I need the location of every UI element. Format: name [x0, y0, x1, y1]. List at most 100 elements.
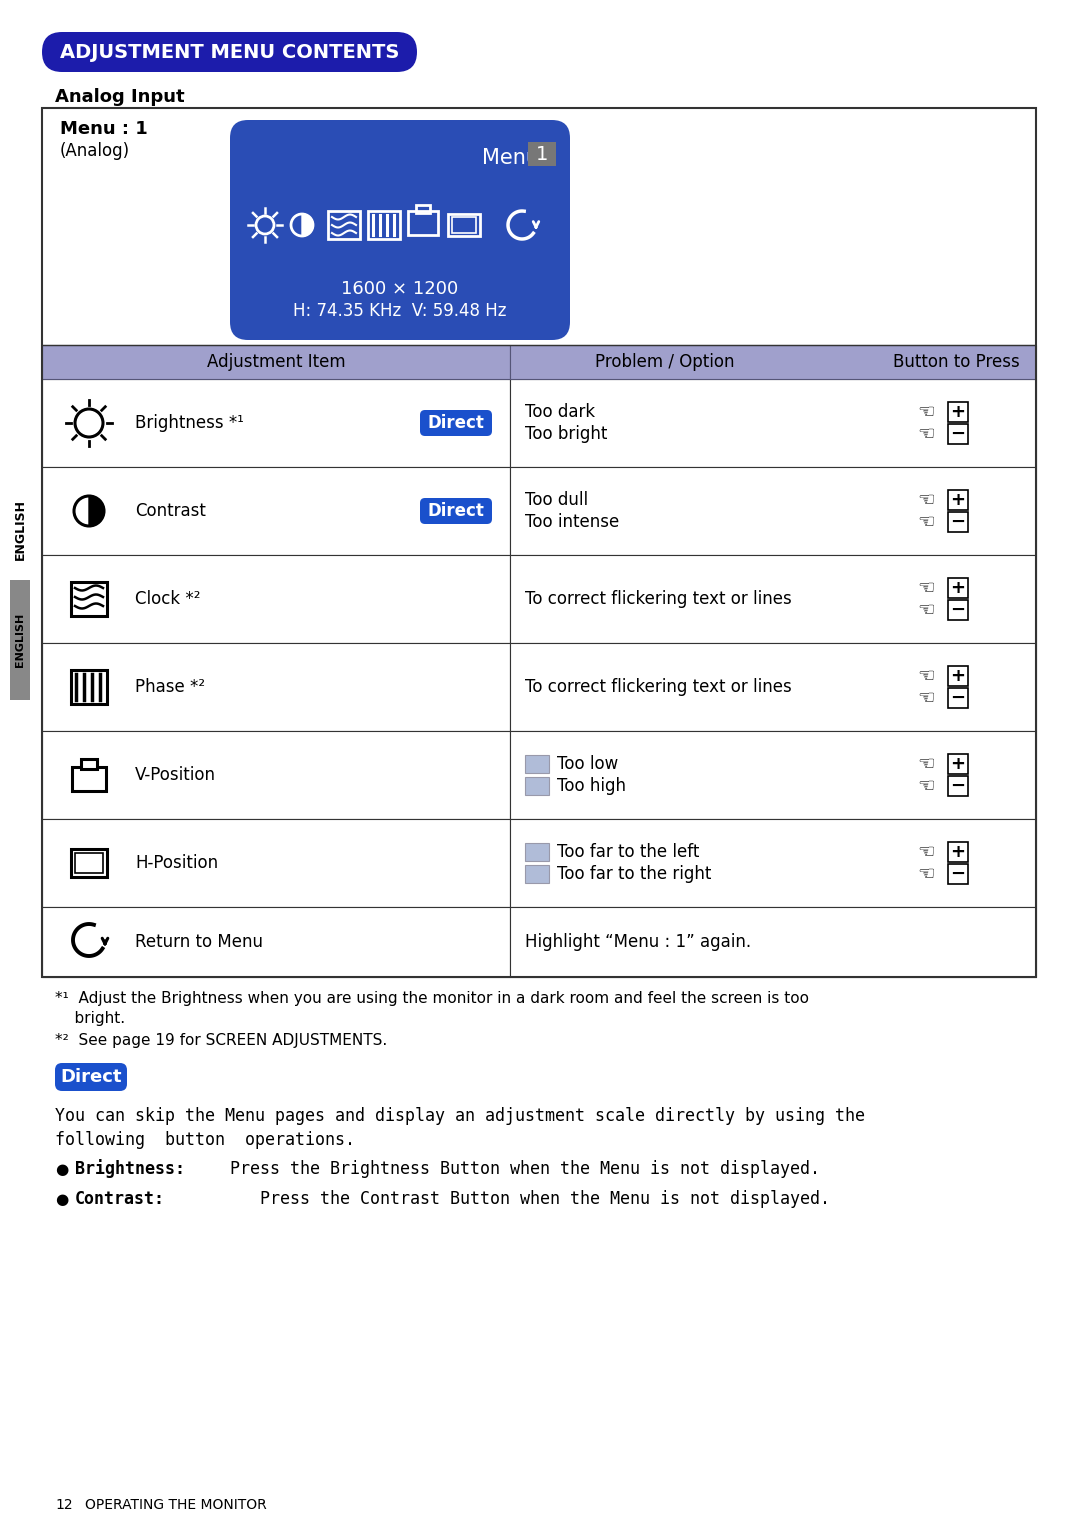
Text: +: +	[950, 403, 966, 422]
Text: H: 74.35 KHz  V: 59.48 Hz: H: 74.35 KHz V: 59.48 Hz	[294, 303, 507, 319]
Text: You can skip the Menu pages and display an adjustment scale directly by using th: You can skip the Menu pages and display …	[55, 1106, 865, 1125]
Bar	[948, 402, 968, 422]
Bar	[416, 205, 430, 212]
Text: ENGLISH: ENGLISH	[13, 500, 27, 559]
Text: −: −	[950, 513, 966, 532]
Text: Direct: Direct	[428, 414, 485, 432]
Text: Button to Press: Button to Press	[893, 353, 1020, 371]
Bar	[510, 819, 1036, 908]
Text: Press the Brightness Button when the Menu is not displayed.: Press the Brightness Button when the Men…	[200, 1160, 820, 1178]
Text: Too far to the left: Too far to the left	[557, 843, 700, 860]
Text: Brightness *¹: Brightness *¹	[135, 414, 244, 432]
Bar	[510, 468, 1036, 555]
FancyBboxPatch shape	[42, 32, 417, 72]
Text: Contrast: Contrast	[135, 503, 206, 520]
Text: +: +	[950, 579, 966, 597]
FancyBboxPatch shape	[230, 121, 570, 341]
Bar	[510, 555, 1036, 643]
Bar	[42, 108, 1036, 976]
Text: ☜: ☜	[917, 755, 935, 773]
Bar	[368, 211, 400, 238]
Text: Brightness:: Brightness:	[75, 1160, 185, 1178]
Text: ☜: ☜	[917, 842, 935, 862]
Bar	[408, 211, 438, 235]
Text: ☜: ☜	[917, 865, 935, 883]
Bar	[948, 512, 968, 532]
Bar	[948, 842, 968, 862]
Text: Press the Contrast Button when the Menu is not displayed.: Press the Contrast Button when the Menu …	[200, 1190, 831, 1209]
Bar	[948, 666, 968, 686]
Bar	[528, 142, 556, 167]
Bar	[10, 581, 30, 700]
Bar	[948, 423, 968, 445]
Bar	[948, 776, 968, 796]
FancyBboxPatch shape	[55, 1063, 127, 1091]
Text: ☜: ☜	[917, 666, 935, 686]
Bar	[42, 908, 510, 976]
Text: Too bright: Too bright	[525, 425, 607, 443]
Bar	[81, 759, 97, 769]
Text: Contrast:: Contrast:	[75, 1190, 165, 1209]
Text: following  button  operations.: following button operations.	[55, 1131, 355, 1149]
Bar	[42, 468, 510, 555]
Polygon shape	[89, 497, 104, 526]
Text: Direct: Direct	[428, 503, 485, 520]
Bar	[42, 555, 510, 643]
Text: Direct: Direct	[60, 1068, 122, 1086]
FancyBboxPatch shape	[420, 410, 492, 435]
Text: ADJUSTMENT MENU CONTENTS: ADJUSTMENT MENU CONTENTS	[59, 43, 400, 61]
Text: 1600 × 1200: 1600 × 1200	[341, 280, 459, 298]
Bar	[948, 688, 968, 707]
Text: bright.: bright.	[55, 1012, 125, 1025]
Text: Phase *²: Phase *²	[135, 678, 205, 695]
Bar	[42, 819, 510, 908]
Bar	[42, 379, 510, 468]
Text: ☜: ☜	[917, 402, 935, 422]
Text: Analog Input: Analog Input	[55, 89, 185, 105]
Bar	[448, 214, 480, 235]
Bar	[71, 669, 107, 704]
Text: Menu : 1: Menu : 1	[60, 121, 148, 138]
Bar	[510, 345, 1036, 379]
Bar	[510, 379, 1036, 468]
Text: ☜: ☜	[917, 490, 935, 509]
Text: Return to Menu: Return to Menu	[135, 934, 264, 950]
Text: ☜: ☜	[917, 425, 935, 443]
Text: Too low: Too low	[557, 755, 618, 773]
Bar	[525, 865, 549, 883]
Text: To correct flickering text or lines: To correct flickering text or lines	[525, 590, 792, 608]
Text: ☜: ☜	[917, 689, 935, 707]
Bar	[510, 730, 1036, 819]
Text: −: −	[950, 689, 966, 707]
Text: −: −	[950, 425, 966, 443]
Text: Too high: Too high	[557, 778, 626, 795]
Bar	[328, 211, 360, 238]
Text: H-Position: H-Position	[135, 854, 218, 872]
Bar	[42, 730, 510, 819]
Bar	[42, 345, 510, 379]
Text: 12: 12	[55, 1497, 72, 1513]
Bar	[948, 490, 968, 510]
Text: +: +	[950, 755, 966, 773]
Bar	[525, 778, 549, 795]
Bar	[42, 643, 510, 730]
Bar	[453, 217, 476, 232]
Text: Too far to the right: Too far to the right	[557, 865, 712, 883]
Text: −: −	[950, 601, 966, 619]
Text: Menu:: Menu:	[482, 148, 546, 168]
Bar	[510, 908, 1036, 976]
Text: ☜: ☜	[917, 601, 935, 619]
Bar	[948, 578, 968, 597]
Bar	[75, 853, 103, 872]
Text: ●: ●	[55, 1161, 68, 1177]
Text: +: +	[950, 843, 966, 860]
Text: Adjustment Item: Adjustment Item	[206, 353, 346, 371]
Text: Clock *²: Clock *²	[135, 590, 201, 608]
Text: Highlight “Menu : 1” again.: Highlight “Menu : 1” again.	[525, 934, 751, 950]
Text: Too dark: Too dark	[525, 403, 595, 422]
Text: V-Position: V-Position	[135, 766, 216, 784]
Bar	[71, 850, 107, 877]
Text: ☜: ☜	[917, 579, 935, 597]
Text: ☜: ☜	[917, 776, 935, 796]
Text: −: −	[950, 865, 966, 883]
